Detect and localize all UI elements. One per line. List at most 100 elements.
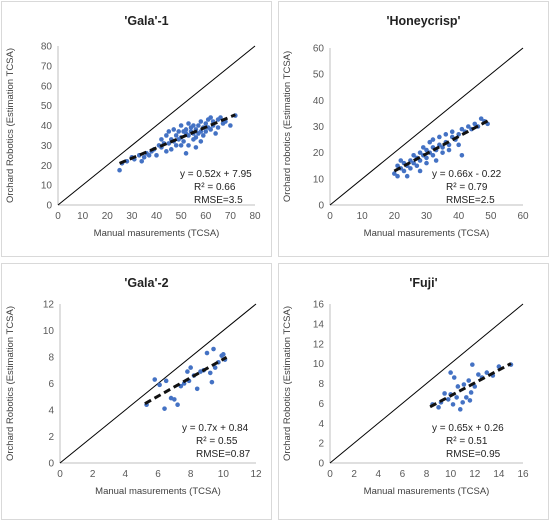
data-point [193,135,199,140]
data-point [424,155,429,161]
data-point [185,369,190,374]
y-tick-label: 8 [48,353,54,364]
r-squared-label: R² = 0.79 [446,182,488,193]
chart-panel-4: 'Fuji' 0 2 4 6 8 10 12 14 16 0 2 4 6 8 10 12 14 16 Manual m… [278,263,549,520]
data-point [211,346,216,352]
data-point [464,395,469,400]
y-tick-label: 0 [318,201,324,212]
data-point [146,153,152,158]
y-tick-label: 60 [41,81,53,92]
x-tick-label: 40 [453,211,465,222]
data-point [395,163,400,169]
x-tick-label: 60 [517,211,529,222]
data-point [398,158,404,163]
data-point [178,143,184,148]
x-tick-label: 0 [327,211,333,222]
x-tick-label: 8 [188,469,194,480]
identity-line [329,303,524,464]
y-tick-label: 30 [41,141,53,152]
y-tick-label: 50 [41,101,53,112]
r-squared-label: R² = 0.55 [196,436,238,447]
data-point [186,143,191,148]
x-tick-label: 10 [445,469,457,480]
x-tick-label: 14 [493,469,505,480]
data-point [427,139,433,145]
data-point [191,123,196,128]
x-tick-label: 2 [90,469,96,480]
x-tick-label: 10 [218,469,230,480]
x-tick-label: 40 [151,211,163,222]
data-point [459,126,465,132]
data-point [171,127,177,132]
y-tick-label: 2 [48,432,54,443]
data-point [436,405,441,410]
data-point [204,350,210,356]
data-point [173,133,179,138]
data-point [194,386,200,392]
data-point [455,384,461,389]
data-point [154,153,159,158]
y-tick-label: 60 [313,44,325,55]
x-tick-label: 50 [485,211,497,222]
data-point [193,145,199,150]
data-point [157,382,162,388]
data-point [166,129,172,134]
data-point [178,123,184,128]
data-point [395,173,400,179]
x-tick-label: 16 [517,469,529,480]
data-point [448,370,453,375]
data-point [472,121,478,127]
chart-title: 'Gala'-1 [124,14,168,28]
x-axis-label: Manual masurements (TCSA) [94,228,220,239]
y-tick-label: 2 [318,439,324,450]
x-tick-label: 20 [102,211,114,222]
x-axis-label: Manual masurements (TCSA) [95,486,221,497]
x-tick-label: 70 [225,211,237,222]
y-tick-label: 16 [313,300,325,311]
y-axis-label: Orchard Robotics (Estimation TCSA) [5,306,16,461]
data-point [467,398,473,403]
data-point [203,129,209,134]
y-tick-label: 4 [318,419,324,430]
data-point [141,155,147,160]
x-tick-label: 10 [77,211,89,222]
x-tick-label: 6 [155,469,161,480]
data-point [159,137,164,142]
data-point [164,133,169,138]
data-point [454,395,459,400]
data-point [188,365,193,370]
data-point [163,378,169,384]
panel-border [1,1,272,257]
data-point [440,145,445,150]
data-point [186,121,191,126]
data-point [408,166,413,171]
data-point [200,133,206,138]
regression-equation: y = 0.66x - 0.22 [432,169,502,180]
data-point [468,390,474,395]
r-squared-label: R² = 0.66 [194,182,236,193]
trend-line [429,362,512,409]
data-point [168,147,174,152]
data-point [208,127,213,132]
y-tick-label: 40 [313,96,325,107]
data-point [437,134,442,140]
x-tick-label: 30 [126,211,138,222]
chart-panel-2: 'Honeycrisp' 0 10 20 30 40 50 60 0 10 20 30 40 50 60 Ma… [278,1,549,257]
panel-border [1,263,272,520]
data-point [198,139,204,144]
y-axis-label: Orchard Robotics (Estimation TCSA) [5,48,16,203]
data-point [196,123,201,128]
data-point [117,167,122,173]
data-point [484,370,490,375]
x-tick-label: 0 [55,211,61,222]
y-tick-label: 40 [41,121,53,132]
x-tick-label: 6 [400,469,406,480]
data-point [172,397,177,402]
data-point [445,397,451,402]
data-point [152,377,158,382]
y-tick-label: 50 [313,70,325,81]
data-point [411,152,416,158]
panel-border [278,1,549,257]
trend-line [144,355,228,405]
